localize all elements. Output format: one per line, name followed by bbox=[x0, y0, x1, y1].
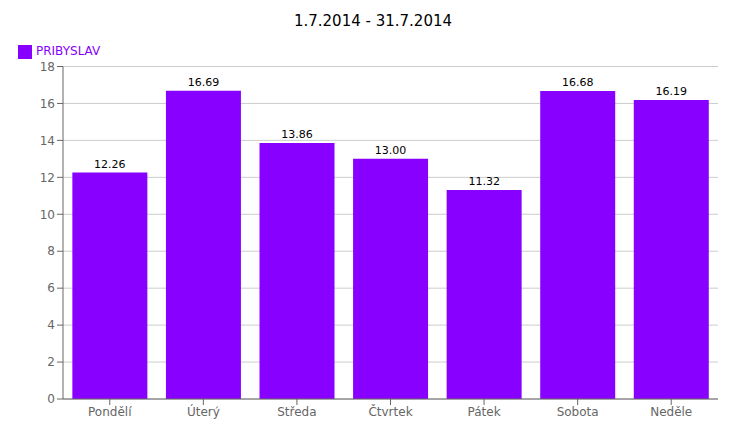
svg-text:18: 18 bbox=[40, 60, 55, 74]
svg-text:Sobota: Sobota bbox=[557, 405, 599, 419]
svg-text:14: 14 bbox=[40, 134, 55, 148]
svg-text:8: 8 bbox=[47, 244, 55, 258]
svg-text:16.19: 16.19 bbox=[656, 85, 688, 98]
svg-text:10: 10 bbox=[40, 208, 55, 222]
svg-text:Pátek: Pátek bbox=[468, 405, 501, 419]
svg-text:4: 4 bbox=[47, 318, 55, 332]
svg-text:Středa: Středa bbox=[277, 405, 316, 419]
svg-text:0: 0 bbox=[47, 392, 55, 406]
svg-text:12.26: 12.26 bbox=[94, 158, 126, 171]
svg-text:2: 2 bbox=[47, 355, 55, 369]
svg-text:Čtvrtek: Čtvrtek bbox=[368, 404, 412, 419]
svg-text:16.68: 16.68 bbox=[562, 76, 594, 89]
svg-text:Neděle: Neděle bbox=[650, 405, 692, 419]
svg-text:16: 16 bbox=[40, 97, 55, 111]
svg-text:16.69: 16.69 bbox=[188, 76, 220, 89]
svg-text:6: 6 bbox=[47, 281, 55, 295]
html-text:1.7.2014 - 31.7.2014: 1.7.2014 - 31.7.2014 bbox=[294, 12, 452, 30]
svg-text:Pondělí: Pondělí bbox=[88, 405, 132, 419]
svg-text:12: 12 bbox=[40, 171, 55, 185]
html-text:PRIBYSLAV: PRIBYSLAV bbox=[36, 44, 101, 58]
svg-text:13.00: 13.00 bbox=[375, 144, 407, 157]
svg-text:11.32: 11.32 bbox=[468, 175, 500, 188]
svg-text:Úterý: Úterý bbox=[187, 404, 220, 419]
svg-text:13.86: 13.86 bbox=[281, 128, 313, 141]
